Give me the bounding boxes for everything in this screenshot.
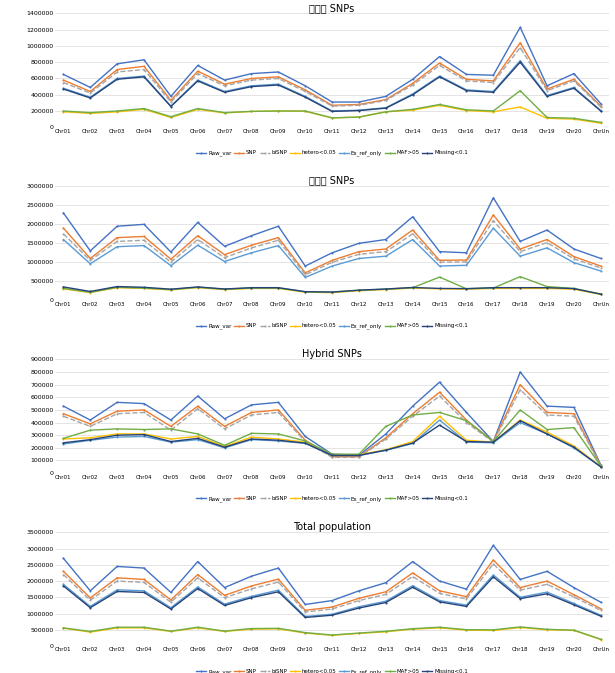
Legend: Raw_var, SNP, biSNP, hetero<0.05, Ex_ref_only, MAF>05, Missing<0.1: Raw_var, SNP, biSNP, hetero<0.05, Ex_ref… <box>196 670 468 673</box>
Legend: Raw_var, SNP, biSNP, hetero<0.05, Ex_ref_only, MAF>05, Missing<0.1: Raw_var, SNP, biSNP, hetero<0.05, Ex_ref… <box>196 324 468 329</box>
Title: Total population: Total population <box>293 522 371 532</box>
Legend: Raw_var, SNP, biSNP, hetero<0.05, Ex_ref_only, MAF>05, Missing<0.1: Raw_var, SNP, biSNP, hetero<0.05, Ex_ref… <box>196 497 468 502</box>
Legend: Raw_var, SNP, biSNP, hetero<0.05, Ex_ref_only, MAF>05, Missing<0.1: Raw_var, SNP, biSNP, hetero<0.05, Ex_ref… <box>196 151 468 156</box>
Title: Hybrid SNPs: Hybrid SNPs <box>302 349 362 359</box>
Title: 재배콩 SNPs: 재배콩 SNPs <box>309 3 355 13</box>
Title: 야생콩 SNPs: 야생콩 SNPs <box>309 176 355 186</box>
